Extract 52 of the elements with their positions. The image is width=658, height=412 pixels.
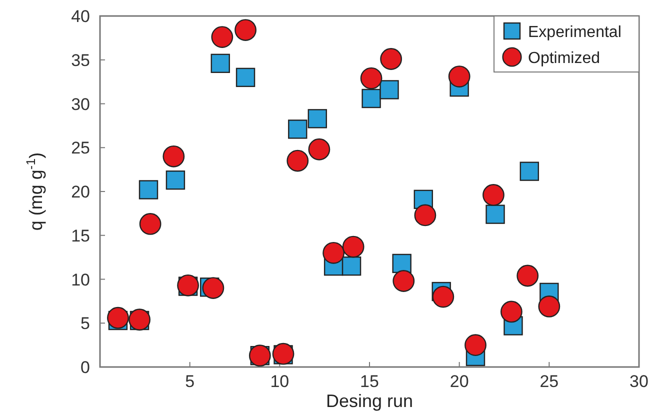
point [342, 256, 362, 276]
point [286, 150, 309, 172]
point [166, 170, 186, 190]
y-tick-label: 10 [71, 270, 90, 290]
point [380, 80, 399, 100]
point [464, 334, 486, 356]
point [272, 342, 294, 365]
point [362, 88, 381, 108]
point [236, 68, 256, 88]
point [486, 204, 505, 224]
point [414, 204, 436, 226]
point [308, 109, 327, 128]
point [162, 145, 185, 168]
y-tick-label: 25 [71, 138, 90, 158]
x-tick-label: 10 [270, 372, 290, 391]
point [107, 306, 129, 329]
point [202, 277, 224, 299]
x-axis-title: Desing run [326, 391, 414, 411]
point [432, 286, 454, 308]
x-tick-label: 15 [360, 372, 379, 391]
point [538, 296, 560, 318]
point [138, 180, 158, 200]
point [308, 138, 330, 160]
point [380, 48, 402, 70]
y-tick-label: 5 [80, 314, 90, 334]
point [516, 264, 539, 287]
y-tick-label: 20 [71, 182, 90, 202]
point [211, 26, 234, 48]
point [448, 66, 470, 88]
point [392, 254, 412, 274]
point [482, 184, 504, 206]
point [139, 213, 162, 235]
point [520, 162, 540, 181]
x-tick-label: 20 [450, 372, 469, 391]
x-tick-label: 30 [630, 372, 648, 391]
x-tick-label: 5 [185, 372, 195, 391]
y-tick-label: 15 [71, 226, 90, 246]
legend-label: Optimized [528, 50, 600, 67]
point [322, 242, 345, 264]
y-tick-label: 35 [71, 50, 90, 70]
y-tick-label: 30 [71, 94, 90, 114]
point [342, 236, 364, 258]
x-tick-label: 25 [540, 372, 559, 391]
point [360, 67, 382, 90]
legend-label: Experimental [528, 24, 622, 41]
point [210, 54, 230, 73]
point [392, 270, 415, 292]
point [234, 19, 256, 41]
point [288, 120, 308, 139]
point [500, 300, 522, 323]
y-tick-label: 0 [80, 358, 90, 377]
y-tick-label: 40 [71, 7, 90, 26]
